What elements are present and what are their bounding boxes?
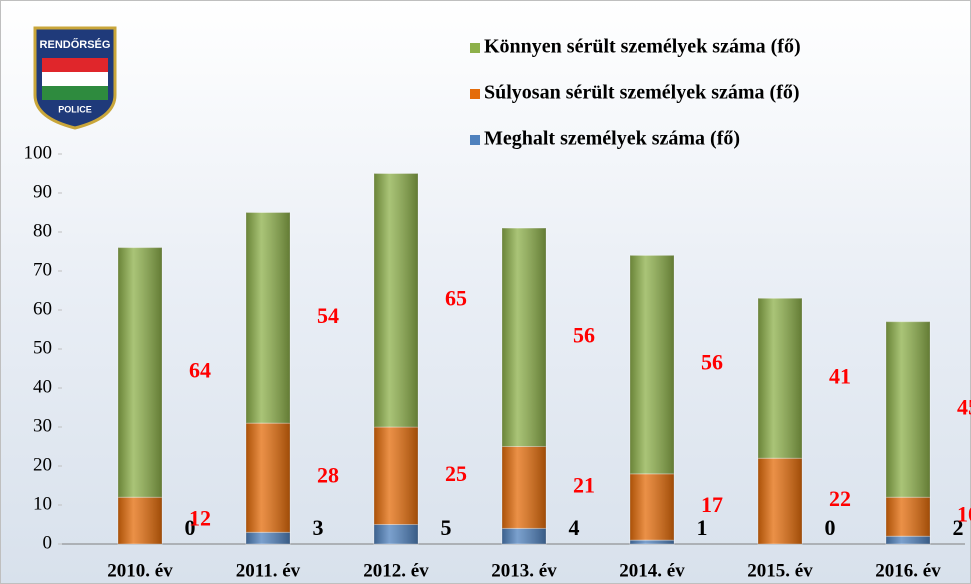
bar-shine [374,427,418,525]
data-label: 22 [829,486,851,511]
x-tick-label: 2016. év [875,560,941,581]
legend-marker [470,135,480,145]
y-tick-label: 0 [43,532,53,553]
bar-shine [502,528,546,544]
data-label: 1 [697,515,708,540]
y-tick-label: 50 [33,337,52,358]
legend-label: Könnyen sérült személyek száma (fő) [484,36,801,58]
y-tick-label: 90 [33,181,52,202]
bar-shine [630,540,674,544]
bar-shine [630,255,674,474]
bar-shine [886,497,930,537]
logo-top: RENDŐRSÉG [40,38,111,51]
x-tick-label: 2013. év [491,560,557,581]
x-tick-label: 2014. év [619,560,685,581]
y-tick-label: 30 [33,415,52,436]
data-label: 12 [189,506,211,531]
data-label: 0 [825,515,836,540]
y-tick-label: 100 [24,142,53,163]
y-tick-label: 80 [33,220,52,241]
y-tick-label: 20 [33,454,52,475]
bar-shine [118,497,162,544]
legend-marker [470,89,480,99]
data-label: 17 [701,492,723,517]
bar-shine [886,321,930,498]
data-label: 56 [701,350,723,375]
data-label: 65 [445,285,467,310]
data-label: 2 [953,515,964,540]
bar-shine [374,173,418,427]
bar-shine [630,473,674,541]
bar-shine [246,423,290,533]
bar-shine [246,212,290,424]
x-tick-label: 2015. év [747,560,813,581]
x-tick-label: 2012. év [363,560,429,581]
y-tick-label: 70 [33,259,52,280]
bar-shine [374,524,418,544]
data-label: 5 [441,515,452,540]
y-tick-label: 40 [33,376,52,397]
data-label: 25 [445,461,467,486]
data-label: 10 [957,502,971,527]
x-tick-label: 2010. év [107,560,173,581]
legend-label: Súlyosan sérült személyek száma (fő) [484,82,800,104]
data-label: 3 [313,515,324,540]
data-label: 4 [569,515,580,540]
data-label: 56 [573,322,595,347]
logo: RENDŐRSÉG POLICE [33,26,117,130]
x-tick-label: 2011. év [236,560,301,581]
bar-shine [886,536,930,544]
bar-shine [118,247,162,498]
legend-label: Meghalt személyek száma (fő) [484,128,740,150]
legend-marker [470,43,480,53]
data-label: 21 [573,472,595,497]
data-label: 45 [957,394,971,419]
data-label: 41 [829,363,851,388]
y-tick-label: 60 [33,298,52,319]
bar-shine [758,298,802,459]
y-tick-label: 10 [33,493,52,514]
data-label: 54 [317,303,339,328]
logo-bottom: POLICE [58,104,92,114]
data-label: 64 [189,357,211,382]
bar-shine [502,228,546,447]
bar-shine [246,532,290,544]
bar-shine [502,446,546,529]
data-label: 0 [185,515,196,540]
bar-shine [758,458,802,544]
data-label: 28 [317,463,339,488]
